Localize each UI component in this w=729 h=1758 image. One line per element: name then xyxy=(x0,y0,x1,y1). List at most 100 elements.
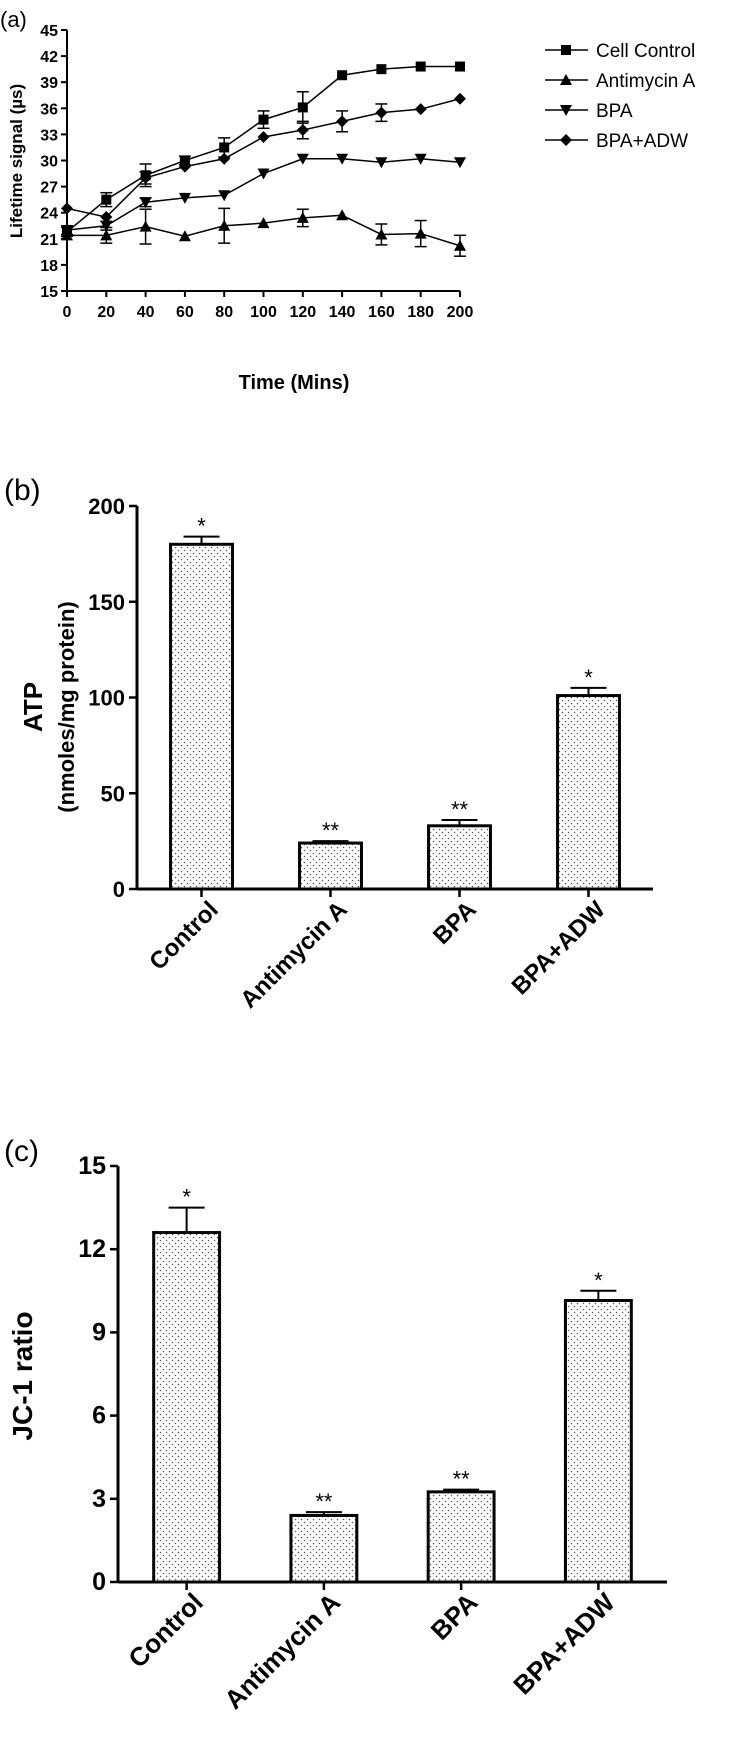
x-tick-label: 20 xyxy=(97,304,115,321)
bar-control xyxy=(169,542,234,891)
legend-item-antimycin-a: Antimycin A xyxy=(545,71,696,92)
category-label-control: Control xyxy=(144,896,223,975)
x-tick-label: 0 xyxy=(63,304,72,321)
bpa-adw-point xyxy=(100,211,113,224)
significance-antimycin-a: ** xyxy=(322,818,340,843)
y-tick-label: 200 xyxy=(88,494,125,519)
line-chart-panel-a: Lifetime signal (µs) Time (Mins) 15 18 21 2… xyxy=(7,23,696,394)
legend-marker xyxy=(561,45,571,55)
y-tick-label: 0 xyxy=(92,1568,106,1596)
bpa-adw-point xyxy=(139,171,152,184)
bar-bpa-adw xyxy=(563,1299,633,1584)
legend-marker xyxy=(560,74,572,85)
bpa-adw-point xyxy=(375,106,388,119)
y-tick-label: 12 xyxy=(78,1235,106,1263)
bpa-adw-point xyxy=(336,115,349,128)
y-tick-label: 0 xyxy=(113,877,125,902)
y-axis-label-line2: (nmoles/mg protein) xyxy=(54,601,79,812)
bpa-point xyxy=(336,153,349,165)
antimycin-a-point xyxy=(454,239,466,251)
antimycin-a-point xyxy=(178,230,191,242)
significance-bpa-adw: * xyxy=(584,665,593,690)
x-tick-label: 100 xyxy=(250,304,277,321)
y-tick-label: 27 xyxy=(40,180,58,197)
y-tick-label: 50 xyxy=(101,781,125,806)
category-label-control: Control xyxy=(122,1587,209,1674)
bar-bpa xyxy=(427,824,492,891)
y-tick-label: 9 xyxy=(92,1318,106,1346)
antimycin-a-point xyxy=(375,228,388,240)
y-tick-label: 15 xyxy=(40,284,58,301)
bpa-point xyxy=(414,153,427,165)
category-label-antimycin-a: Antimycin A xyxy=(235,896,352,1013)
significance-control: * xyxy=(197,514,206,539)
bpa-adw-point xyxy=(257,131,270,144)
significance-antimycin-a: ** xyxy=(315,1489,333,1514)
x-tick-label: 120 xyxy=(289,304,316,321)
antimycin-a-point xyxy=(100,229,113,241)
antimycin-a-point xyxy=(296,211,309,223)
x-tick-label: 40 xyxy=(137,304,155,321)
legend-item-bpa-adw: BPA+ADW xyxy=(545,131,688,152)
bpa-adw-point xyxy=(296,124,309,137)
y-tick-label: 18 xyxy=(40,258,58,275)
bpa-adw-point xyxy=(178,160,191,173)
bpa-adw-series xyxy=(61,92,466,224)
bar-antimycin-a xyxy=(289,1513,359,1584)
y-tick-label: 30 xyxy=(40,154,58,171)
y-tick-label: 6 xyxy=(92,1402,106,1430)
bpa-point xyxy=(218,190,231,202)
bar-chart-panel-c: JC-1 ratio 0 3 6 9 12 15 * Control ** Antimycin A… xyxy=(7,1152,667,1715)
y-axis-label: JC-1 ratio xyxy=(7,1311,38,1440)
y-tick-label: 39 xyxy=(40,75,58,92)
legend-item-bpa: BPA xyxy=(545,101,633,122)
legend-label: BPA+ADW xyxy=(596,131,688,152)
antimycin-a-point xyxy=(257,217,270,229)
bpa-point xyxy=(178,192,191,204)
panel-label-a: (a) xyxy=(0,7,27,32)
antimycin-a-series xyxy=(61,207,466,257)
bpa-adw-point xyxy=(414,103,427,116)
y-tick-label: 24 xyxy=(40,206,58,223)
cell-control-point xyxy=(258,114,269,125)
legend-marker xyxy=(560,105,572,116)
antimycin-a-point xyxy=(139,220,152,232)
legend-marker xyxy=(560,134,572,146)
x-tick-label: 180 xyxy=(407,304,434,321)
legend-label: Cell Control xyxy=(596,41,695,62)
bpa-point xyxy=(375,157,388,169)
bpa-adw-point xyxy=(454,92,466,105)
x-tick-label: 140 xyxy=(329,304,356,321)
bpa-point xyxy=(100,220,113,232)
bpa-point xyxy=(257,168,270,180)
y-tick-label: 15 xyxy=(78,1152,106,1180)
y-tick-label: 21 xyxy=(40,232,58,249)
y-axis-label: Lifetime signal (µs) xyxy=(7,84,26,238)
cell-control-point xyxy=(415,61,426,72)
category-label-bpa: BPA xyxy=(428,896,482,950)
x-tick-label: 60 xyxy=(176,304,194,321)
x-tick-label: 200 xyxy=(447,304,474,321)
bpa-point xyxy=(454,157,466,169)
x-tick-label: 80 xyxy=(215,304,233,321)
category-label-bpa: BPA xyxy=(425,1587,484,1646)
cell-control-point xyxy=(179,155,190,166)
panel-label-c: (c) xyxy=(4,1135,39,1168)
cell-control-point xyxy=(219,142,230,153)
cell-control-point xyxy=(337,70,348,81)
cell-control-series xyxy=(61,61,465,237)
cell-control-point xyxy=(297,102,308,113)
bar-antimycin-a xyxy=(298,841,363,891)
significance-bpa: ** xyxy=(453,1467,471,1492)
legend-label: Antimycin A xyxy=(596,71,696,92)
legend-label: BPA xyxy=(596,101,633,122)
cell-control-point xyxy=(455,61,465,72)
bpa-adw-point xyxy=(61,202,73,215)
y-tick-label: 42 xyxy=(40,49,58,66)
antimycin-a-point xyxy=(414,227,427,239)
y-tick-label: 36 xyxy=(40,101,58,118)
y-tick-label: 45 xyxy=(40,23,58,40)
y-axis-label-line1: ATP xyxy=(18,682,48,732)
